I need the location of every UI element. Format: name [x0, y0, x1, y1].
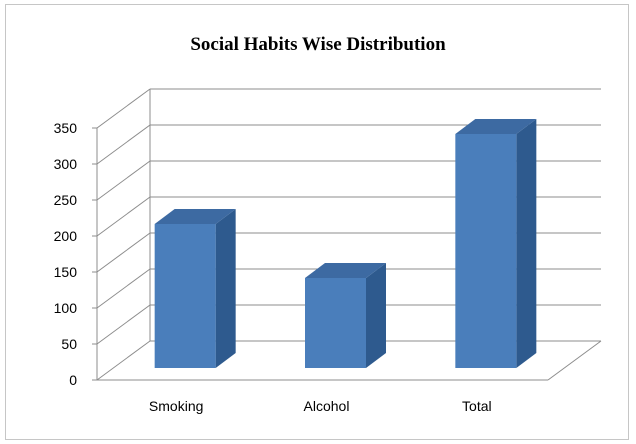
gridline-side: [96, 232, 151, 273]
gridline-side: [96, 124, 151, 165]
y-tick-label: 300: [54, 156, 78, 172]
y-tick-label: 0: [69, 372, 77, 388]
bar: [305, 278, 366, 368]
x-tick-label: Smoking: [149, 398, 203, 414]
gridline-side: [96, 340, 151, 381]
bar-side: [366, 263, 386, 368]
y-tick-label: 200: [54, 228, 78, 244]
gridline-side: [96, 268, 151, 309]
gridline-side: [96, 196, 151, 237]
bar-side: [516, 119, 537, 368]
gridline-side: [96, 304, 151, 345]
gridline-side: [96, 160, 151, 201]
y-tick-label: 50: [61, 336, 77, 352]
bar-side: [215, 209, 236, 368]
bar: [154, 224, 216, 368]
gridline-side: [96, 88, 151, 129]
bar-top: [455, 119, 537, 134]
y-tick-label: 250: [54, 192, 78, 208]
bar: [455, 134, 517, 368]
y-tick-label: 100: [54, 300, 78, 316]
y-tick-label: 150: [54, 264, 78, 280]
x-tick-label: Alcohol: [304, 398, 350, 414]
x-tick-label: Total: [462, 398, 492, 414]
bar-top: [154, 209, 236, 224]
y-tick-label: 350: [54, 120, 78, 136]
bar-top: [305, 263, 386, 278]
floor-right-edge: [547, 340, 602, 381]
chart-title: Social Habits Wise Distribution: [190, 34, 446, 55]
